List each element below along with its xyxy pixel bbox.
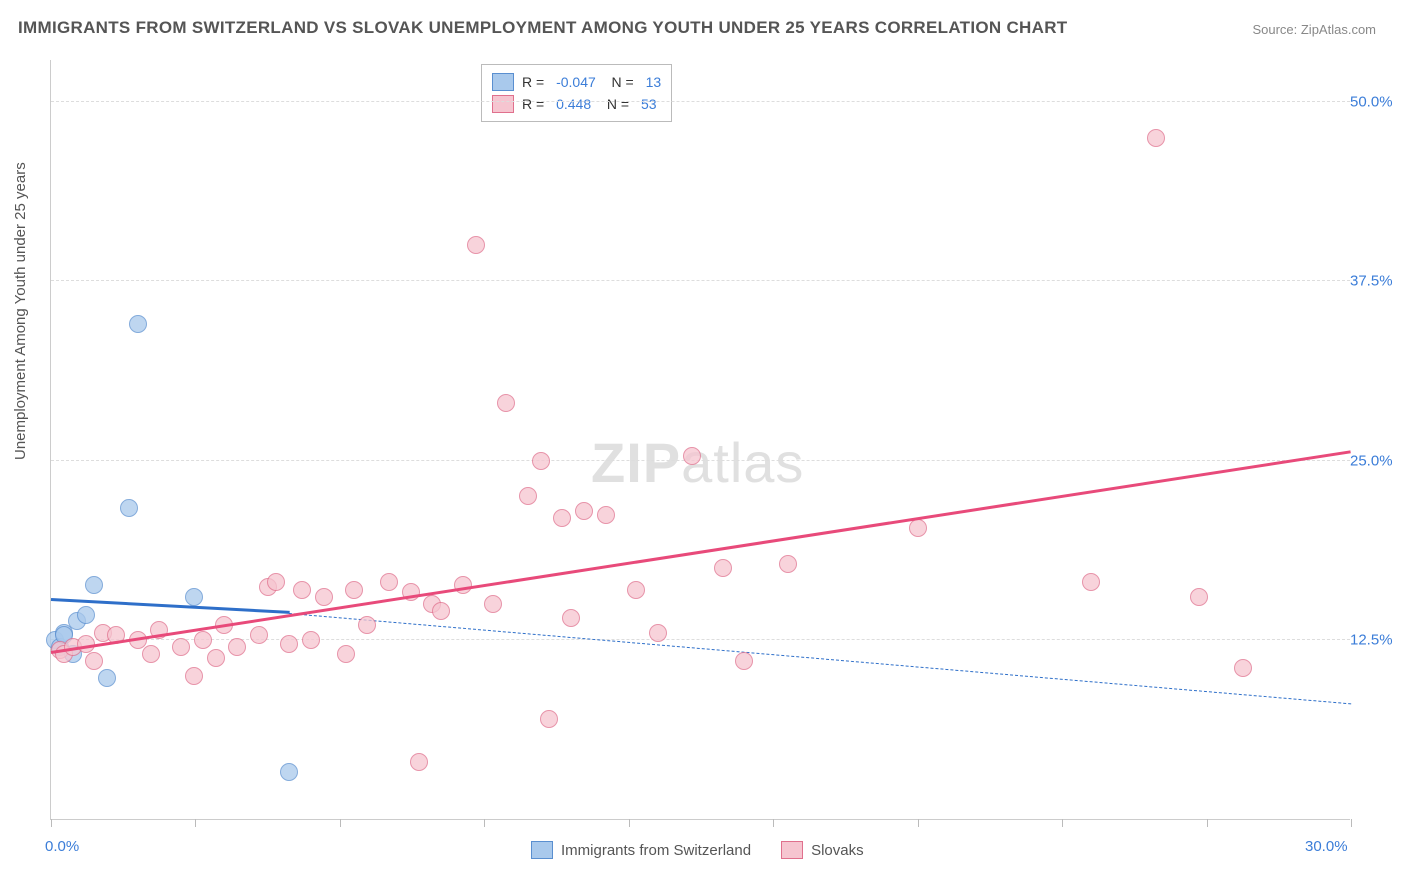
y-tick-label: 25.0% <box>1350 452 1400 469</box>
plot-area: ZIPatlas R = -0.047 N = 13 R = 0.448 N =… <box>50 60 1350 820</box>
x-tick <box>340 819 341 827</box>
data-point-slovak <box>337 645 355 663</box>
y-tick-label: 37.5% <box>1350 273 1400 290</box>
correlation-legend: R = -0.047 N = 13 R = 0.448 N = 53 <box>481 64 672 122</box>
r-value-slovak: 0.448 <box>556 93 591 115</box>
data-point-swiss <box>185 588 203 606</box>
data-point-slovak <box>358 616 376 634</box>
data-point-slovak <box>302 631 320 649</box>
data-point-slovak <box>315 588 333 606</box>
data-point-slovak <box>562 609 580 627</box>
data-point-slovak <box>250 626 268 644</box>
y-tick-label: 50.0% <box>1350 94 1400 111</box>
legend-item-slovak: Slovaks <box>781 841 864 859</box>
x-tick <box>484 819 485 827</box>
data-point-slovak <box>454 576 472 594</box>
data-point-slovak <box>410 753 428 771</box>
chart-container: IMMIGRANTS FROM SWITZERLAND VS SLOVAK UN… <box>0 0 1406 892</box>
x-axis-end-label: 30.0% <box>1305 838 1348 855</box>
data-point-slovak <box>497 394 515 412</box>
data-point-slovak <box>194 631 212 649</box>
n-label: N = <box>604 71 638 93</box>
data-point-slovak <box>267 573 285 591</box>
x-tick <box>1351 819 1352 827</box>
data-point-slovak <box>1147 129 1165 147</box>
x-tick <box>51 819 52 827</box>
swatch-slovak <box>492 95 514 113</box>
y-axis-label: Unemployment Among Youth under 25 years <box>12 162 29 460</box>
data-point-slovak <box>185 667 203 685</box>
n-label: N = <box>599 93 633 115</box>
trend-line-extrapolated <box>289 613 1351 704</box>
legend-item-swiss: Immigrants from Switzerland <box>531 841 751 859</box>
gridline <box>51 280 1350 281</box>
data-point-slovak <box>683 447 701 465</box>
data-point-swiss <box>129 315 147 333</box>
series-name-swiss: Immigrants from Switzerland <box>561 842 751 859</box>
legend-row-slovak: R = 0.448 N = 53 <box>492 93 661 115</box>
data-point-slovak <box>519 487 537 505</box>
x-tick <box>1207 819 1208 827</box>
data-point-slovak <box>575 502 593 520</box>
data-point-slovak <box>1190 588 1208 606</box>
source-label: Source: ZipAtlas.com <box>1252 22 1376 37</box>
data-point-slovak <box>85 652 103 670</box>
data-point-slovak <box>540 710 558 728</box>
r-label: R = <box>522 71 548 93</box>
data-point-slovak <box>627 581 645 599</box>
data-point-slovak <box>597 506 615 524</box>
x-tick <box>918 819 919 827</box>
legend-row-swiss: R = -0.047 N = 13 <box>492 71 661 93</box>
gridline <box>51 101 1350 102</box>
data-point-slovak <box>909 519 927 537</box>
r-value-swiss: -0.047 <box>556 71 596 93</box>
data-point-slovak <box>280 635 298 653</box>
gridline <box>51 639 1350 640</box>
n-value-slovak: 53 <box>641 93 657 115</box>
trend-line <box>51 450 1351 654</box>
data-point-slovak <box>553 509 571 527</box>
y-tick-label: 12.5% <box>1350 631 1400 648</box>
data-point-swiss <box>280 763 298 781</box>
swatch-swiss <box>492 73 514 91</box>
data-point-swiss <box>77 606 95 624</box>
data-point-swiss <box>85 576 103 594</box>
data-point-slovak <box>532 452 550 470</box>
series-legend: Immigrants from Switzerland Slovaks <box>531 841 864 859</box>
data-point-slovak <box>293 581 311 599</box>
data-point-slovak <box>779 555 797 573</box>
data-point-slovak <box>484 595 502 613</box>
x-tick <box>1062 819 1063 827</box>
series-name-slovak: Slovaks <box>811 842 864 859</box>
data-point-slovak <box>735 652 753 670</box>
data-point-swiss <box>98 669 116 687</box>
data-point-slovak <box>142 645 160 663</box>
data-point-swiss <box>120 499 138 517</box>
x-tick <box>195 819 196 827</box>
r-label: R = <box>522 93 548 115</box>
data-point-slovak <box>172 638 190 656</box>
data-point-slovak <box>467 236 485 254</box>
data-point-slovak <box>1234 659 1252 677</box>
n-value-swiss: 13 <box>646 71 662 93</box>
chart-title: IMMIGRANTS FROM SWITZERLAND VS SLOVAK UN… <box>18 18 1067 38</box>
swatch-swiss-icon <box>531 841 553 859</box>
data-point-slovak <box>228 638 246 656</box>
x-tick <box>773 819 774 827</box>
data-point-slovak <box>207 649 225 667</box>
data-point-slovak <box>345 581 363 599</box>
data-point-slovak <box>380 573 398 591</box>
data-point-slovak <box>714 559 732 577</box>
data-point-slovak <box>649 624 667 642</box>
swatch-slovak-icon <box>781 841 803 859</box>
data-point-slovak <box>432 602 450 620</box>
data-point-slovak <box>1082 573 1100 591</box>
x-tick <box>629 819 630 827</box>
x-axis-start-label: 0.0% <box>45 838 79 855</box>
